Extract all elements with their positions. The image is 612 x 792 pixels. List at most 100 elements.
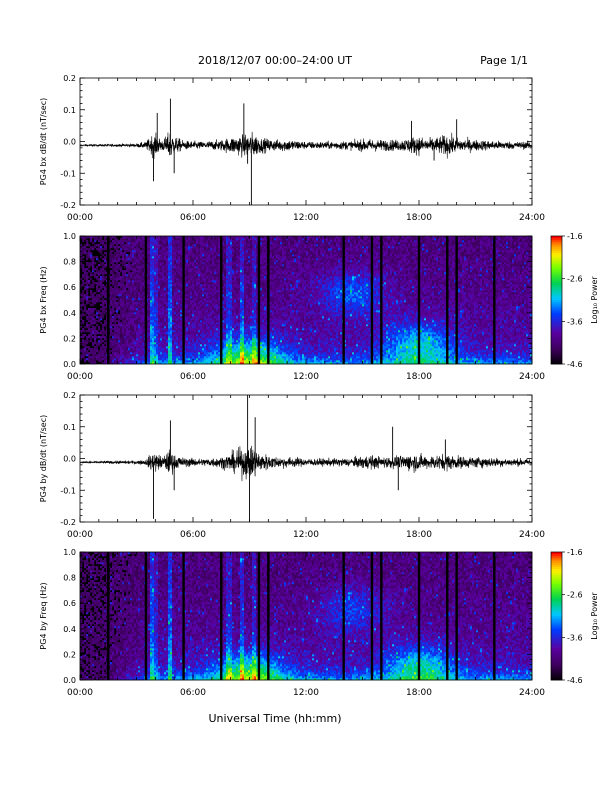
spectrogram-cell xyxy=(136,340,138,342)
spectrogram-cell xyxy=(94,326,96,328)
spectrogram-cell xyxy=(104,286,106,288)
spectrogram-cell xyxy=(116,288,118,290)
spectrogram-cell xyxy=(120,244,122,246)
spectrogram-cell xyxy=(86,310,88,312)
spectrogram-cell xyxy=(136,274,138,276)
spectrogram-cell xyxy=(104,342,106,344)
spectrogram-cell xyxy=(88,328,90,330)
spectrogram-cell xyxy=(90,262,92,264)
spectrogram-cell xyxy=(140,270,142,272)
spectrogram-cell xyxy=(136,280,138,282)
spectrogram-cell xyxy=(130,302,132,304)
spectrogram-cell xyxy=(134,292,136,294)
spectrogram-cell xyxy=(140,340,142,342)
spectrogram-cell xyxy=(140,356,142,358)
spectrogram-cell xyxy=(92,248,94,250)
spectrogram-cell xyxy=(122,342,124,344)
spectrogram-cell xyxy=(136,250,138,252)
spectrogram-cell xyxy=(96,270,98,272)
spectrogram-cell xyxy=(138,344,140,346)
spectrogram-cell xyxy=(96,320,98,322)
spectrogram-cell xyxy=(140,322,142,324)
spectrogram-cell xyxy=(102,308,104,310)
spectrogram-cell xyxy=(110,360,112,362)
spectrogram-cell xyxy=(136,344,138,346)
spectrogram-cell xyxy=(128,286,130,288)
spectrogram-cell xyxy=(116,336,118,338)
spectrogram-cell xyxy=(138,298,140,300)
spectrogram-cell xyxy=(140,294,142,296)
spectrogram-cell xyxy=(132,350,134,352)
spectrogram-cell xyxy=(100,288,102,290)
spectrogram-cell xyxy=(98,326,100,328)
spectrogram-cell xyxy=(114,254,116,256)
spectrogram-cell xyxy=(130,310,132,312)
spectrogram-cell xyxy=(114,248,116,250)
spectrogram-cell xyxy=(120,340,122,342)
spectrogram-cell xyxy=(118,282,120,284)
spectrogram-cell xyxy=(100,352,102,354)
spectrogram-cell xyxy=(118,258,120,260)
spectrogram-cell xyxy=(138,246,140,248)
spectrogram-cell xyxy=(86,264,88,266)
spectrogram-cell xyxy=(92,304,94,306)
spectrogram-cell xyxy=(128,302,130,304)
spectrogram-cell xyxy=(136,288,138,290)
spectrogram-cell xyxy=(120,336,122,338)
spectrogram-cell xyxy=(120,342,122,344)
spectrogram-cell xyxy=(136,296,138,298)
spectrogram-cell xyxy=(114,298,116,300)
spectrogram-cell xyxy=(86,352,88,354)
spectrogram-cell xyxy=(84,326,86,328)
spectrogram-cell xyxy=(132,248,134,250)
spectrogram-cell xyxy=(114,246,116,248)
spectrogram-cell xyxy=(128,324,130,326)
spectrogram-cell xyxy=(126,300,128,302)
spectrogram-cell xyxy=(98,332,100,334)
spectrogram-cell xyxy=(96,298,98,300)
spectrogram-cell xyxy=(128,246,130,248)
spectrogram-cell xyxy=(136,284,138,286)
spectrogram-cell xyxy=(130,276,132,278)
spectrogram-cell xyxy=(128,328,130,330)
spectrogram-cell xyxy=(104,246,106,248)
spectrogram-cell xyxy=(82,330,84,332)
spectrogram-cell xyxy=(96,290,98,292)
spectrogram-cell xyxy=(98,278,100,280)
spectrogram-cell xyxy=(96,244,98,246)
spectrogram-cell xyxy=(116,242,118,244)
spectrogram-cell xyxy=(84,288,86,290)
spectrogram-cell xyxy=(88,286,90,288)
spectrogram-cell xyxy=(118,284,120,286)
spectrogram-cell xyxy=(86,290,88,292)
spectrogram-cell xyxy=(120,292,122,294)
spectrogram-cell xyxy=(100,276,102,278)
spectrogram-cell xyxy=(128,314,130,316)
spectrogram-cell xyxy=(140,326,142,328)
spectrogram-cell xyxy=(142,358,144,360)
spectrogram-cell xyxy=(122,260,124,262)
spectrogram-cell xyxy=(104,354,106,356)
spectrogram-cell xyxy=(134,350,136,352)
spectrogram-cell xyxy=(98,344,100,346)
spectrogram-cell xyxy=(102,312,104,314)
spectrogram-cell xyxy=(136,268,138,270)
spectrogram-cell xyxy=(124,318,126,320)
spectrogram-cell xyxy=(120,304,122,306)
spectrogram-cell xyxy=(124,300,126,302)
spectrogram-cell xyxy=(86,242,88,244)
spectrogram-cell xyxy=(130,284,132,286)
spectrogram-cell xyxy=(96,310,98,312)
spectrogram-cell xyxy=(132,268,134,270)
spectrogram-cell xyxy=(128,250,130,252)
spectrogram-cell xyxy=(132,354,134,356)
spectrogram-cell xyxy=(126,346,128,348)
spectrogram-cell xyxy=(124,270,126,272)
spectrogram-cell xyxy=(126,248,128,250)
spectrogram-cell xyxy=(138,278,140,280)
spectrogram-cell xyxy=(120,258,122,260)
spectrogram-cell xyxy=(104,288,106,290)
spectrogram-cell xyxy=(98,316,100,318)
spectrogram-cell xyxy=(128,270,130,272)
spectrogram-cell xyxy=(110,314,112,316)
